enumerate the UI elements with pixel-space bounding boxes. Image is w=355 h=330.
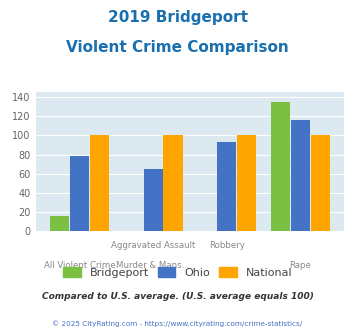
Bar bbox=[311, 135, 330, 231]
Text: Rape: Rape bbox=[289, 261, 311, 270]
Bar bbox=[291, 120, 310, 231]
Text: Violent Crime Comparison: Violent Crime Comparison bbox=[66, 40, 289, 54]
Text: Robbery: Robbery bbox=[209, 241, 245, 250]
Text: All Violent Crime: All Violent Crime bbox=[44, 261, 115, 270]
Bar bbox=[90, 135, 109, 231]
Bar bbox=[217, 142, 236, 231]
Bar bbox=[271, 102, 290, 231]
Text: Aggravated Assault: Aggravated Assault bbox=[111, 241, 195, 250]
Bar bbox=[237, 135, 256, 231]
Bar bbox=[70, 156, 89, 231]
Bar bbox=[163, 135, 182, 231]
Bar bbox=[50, 216, 69, 231]
Text: 2019 Bridgeport: 2019 Bridgeport bbox=[108, 10, 247, 25]
Text: Compared to U.S. average. (U.S. average equals 100): Compared to U.S. average. (U.S. average … bbox=[42, 292, 313, 301]
Text: Murder & Mans...: Murder & Mans... bbox=[116, 261, 190, 270]
Bar bbox=[143, 169, 163, 231]
Text: © 2025 CityRating.com - https://www.cityrating.com/crime-statistics/: © 2025 CityRating.com - https://www.city… bbox=[53, 321, 302, 327]
Legend: Bridgeport, Ohio, National: Bridgeport, Ohio, National bbox=[58, 263, 297, 282]
